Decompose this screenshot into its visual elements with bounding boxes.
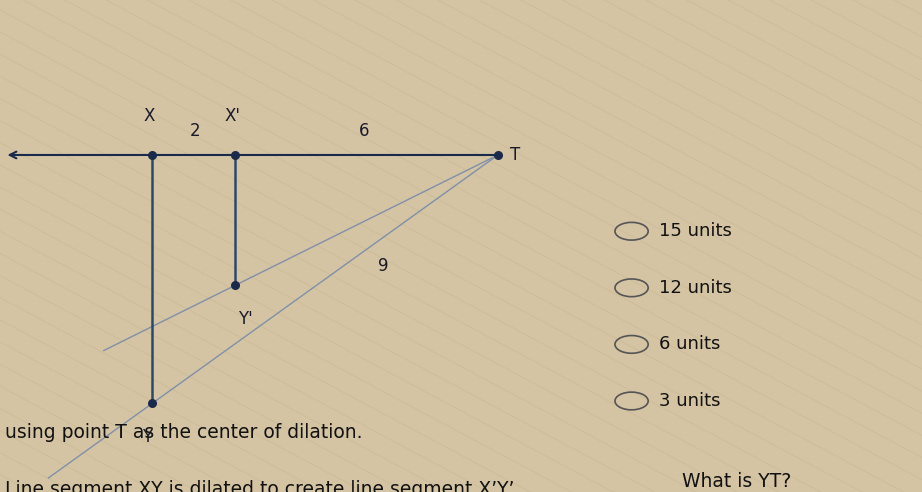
Text: Y: Y [143,428,152,446]
Text: Line segment XY is dilated to create line segment X’Y’: Line segment XY is dilated to create lin… [5,480,514,492]
Text: 2: 2 [190,122,201,140]
Point [228,151,242,159]
Text: What is YT?: What is YT? [682,472,791,492]
Point [145,400,160,407]
Text: 6: 6 [359,122,370,140]
Text: X: X [144,107,155,125]
Text: Y': Y' [238,310,253,328]
Text: using point T as the center of dilation.: using point T as the center of dilation. [5,423,362,442]
Point [145,151,160,159]
Text: X': X' [224,107,241,125]
Text: 6 units: 6 units [659,336,721,353]
Text: T: T [510,146,520,164]
Text: 12 units: 12 units [659,279,732,297]
Text: 15 units: 15 units [659,222,732,240]
Point [491,151,505,159]
Point [228,281,242,289]
Text: 9: 9 [378,257,388,275]
Text: 3 units: 3 units [659,392,721,410]
